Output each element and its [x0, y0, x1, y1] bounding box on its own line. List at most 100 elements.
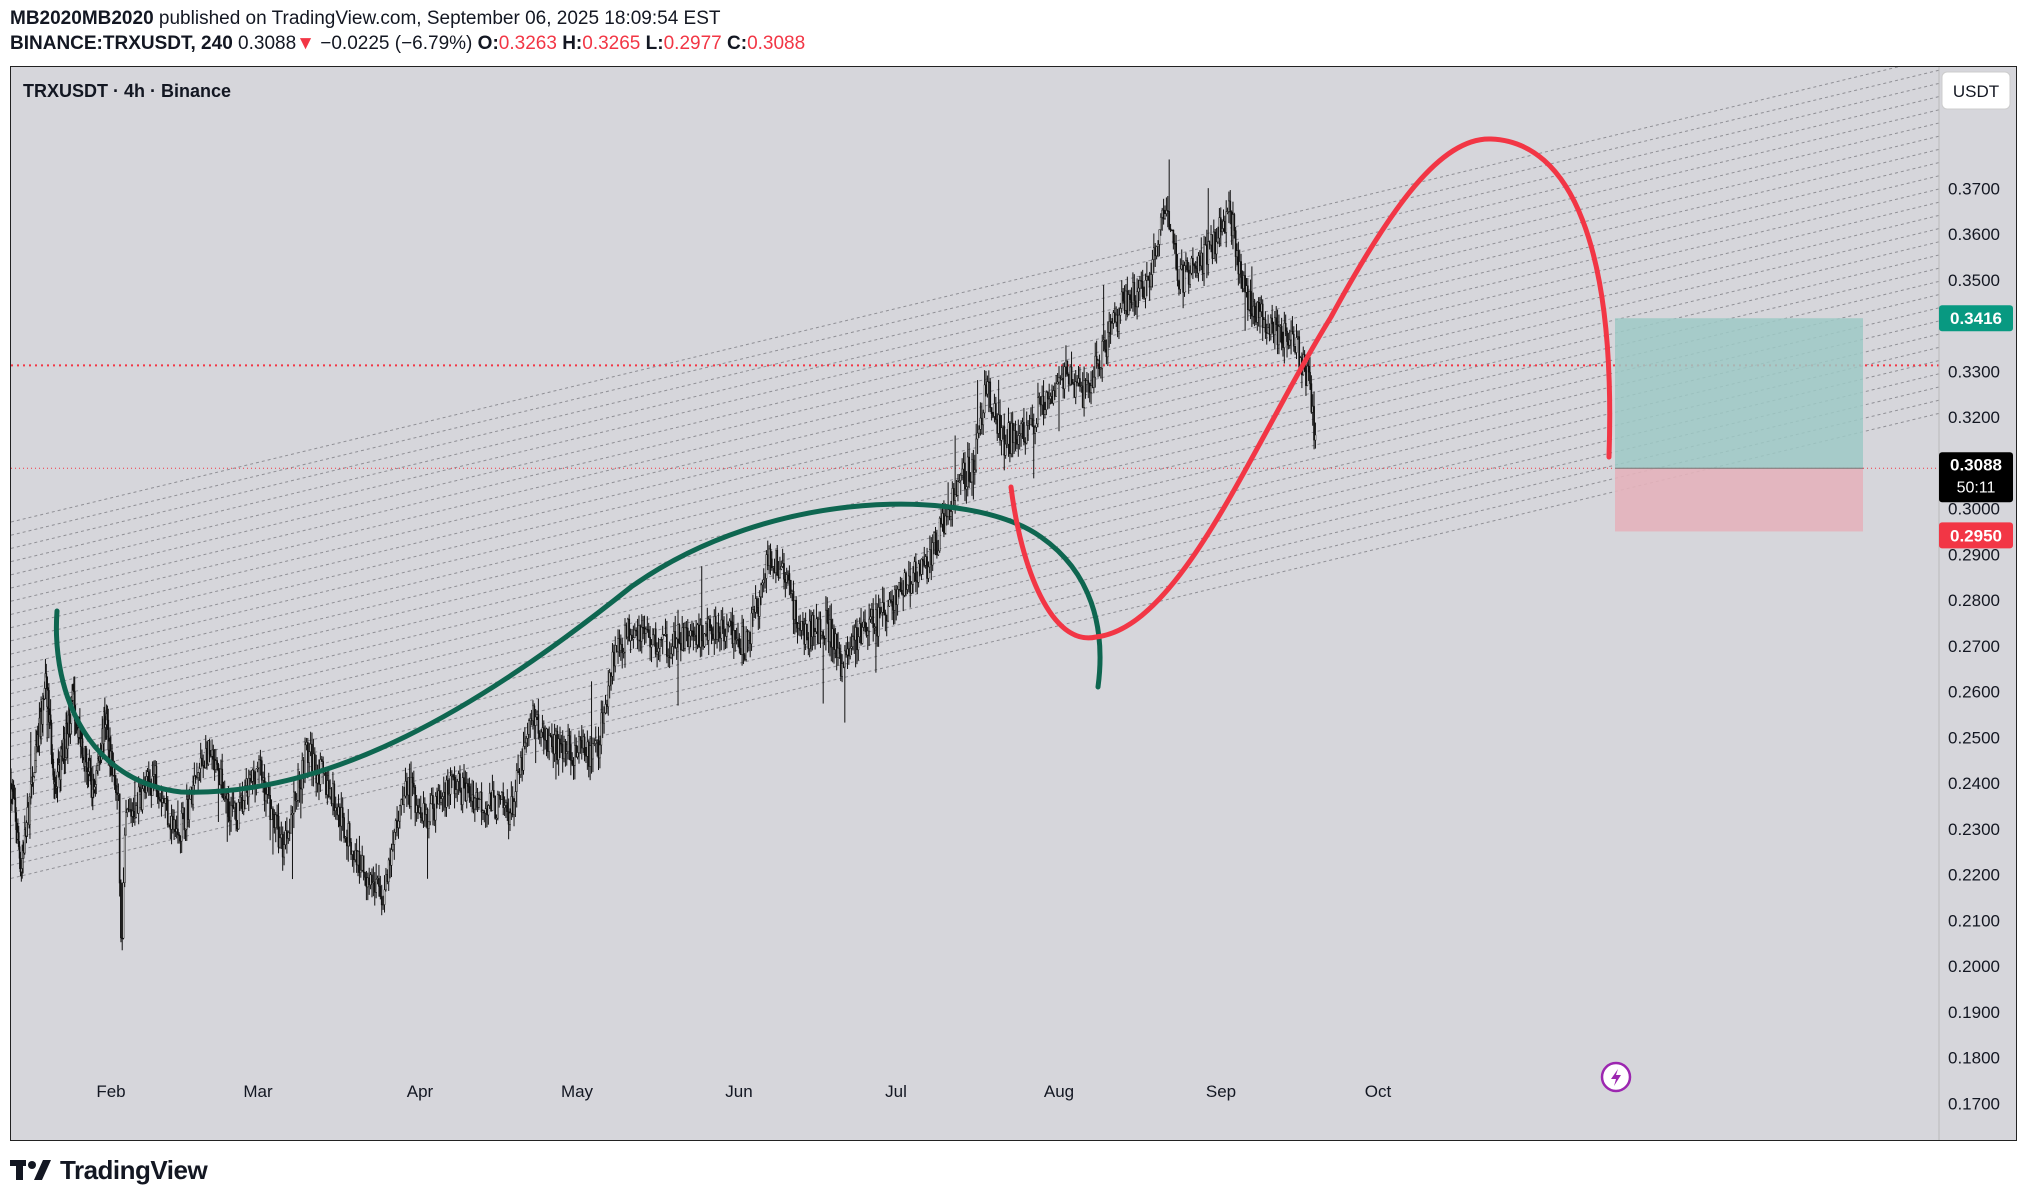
candle-body — [1133, 282, 1136, 302]
candle-body — [132, 810, 135, 818]
candle-body — [1274, 317, 1276, 336]
currency-button-label[interactable]: USDT — [1953, 82, 1999, 101]
candle-body — [518, 769, 521, 775]
candle-body — [514, 791, 517, 802]
candle-body — [578, 736, 580, 753]
candle-body — [444, 791, 446, 808]
candle-body — [846, 648, 849, 656]
candle-body — [125, 812, 127, 836]
candle-body — [533, 705, 536, 726]
candle-body — [1249, 291, 1252, 314]
candle-body — [1072, 382, 1074, 385]
candle-body — [772, 566, 775, 569]
candle-body — [593, 743, 596, 745]
candle-body — [313, 753, 316, 771]
long-position-tool[interactable] — [1615, 318, 1863, 532]
candle-body — [1286, 330, 1288, 342]
channel-line — [11, 135, 1940, 602]
candle-body — [770, 558, 773, 569]
candle-body — [927, 566, 930, 579]
candle-body — [440, 798, 442, 803]
candle-body — [1252, 305, 1255, 317]
candle-body — [216, 760, 218, 765]
tradingview-logo-icon[interactable] — [10, 1158, 54, 1182]
candle-body — [350, 842, 352, 855]
candle-body — [1147, 276, 1150, 281]
candle-body — [1094, 355, 1097, 378]
candle-body — [672, 631, 675, 647]
stop-zone[interactable] — [1615, 468, 1863, 532]
candle-body — [857, 636, 860, 651]
candle-body — [843, 650, 846, 668]
candle-body — [515, 770, 518, 792]
tradingview-wordmark[interactable]: TradingView — [60, 1154, 208, 1185]
candle-body — [758, 596, 761, 617]
chart-frame[interactable]: 0.3700 0.3600 0.3500 0.3300 0.3200 0.3000 0.29… — [10, 66, 2017, 1141]
candle-body — [968, 456, 971, 482]
currency-button-bg[interactable] — [1941, 71, 2011, 110]
candle-body — [1105, 349, 1108, 358]
candle-body — [95, 770, 98, 785]
chart-legend-title[interactable]: TRXUSDT · 4h · Binance — [23, 81, 231, 101]
currency-button[interactable]: USDT — [1941, 71, 2011, 110]
candle-body — [1060, 378, 1063, 380]
candle-body — [1296, 336, 1299, 338]
candle-body — [649, 636, 651, 648]
candle-body — [745, 631, 747, 660]
candle-body — [1129, 294, 1131, 300]
candle-body — [318, 774, 320, 785]
green-curve-drawing[interactable] — [53, 501, 1103, 795]
target-zone[interactable] — [1615, 318, 1863, 469]
candle-body — [1109, 321, 1112, 335]
candle-body — [414, 786, 417, 813]
candle-body — [1099, 367, 1102, 370]
candle-body — [1052, 390, 1055, 404]
red-curve-drawing[interactable] — [1008, 136, 1613, 641]
publisher-name[interactable]: MB2020MB2020 — [10, 8, 154, 29]
candle-body — [959, 475, 962, 481]
candle-body — [1151, 259, 1154, 275]
candle-body — [153, 774, 155, 777]
candle-body — [446, 779, 449, 795]
candle-body — [811, 615, 814, 638]
candle-body — [48, 690, 50, 723]
candle-body — [1081, 385, 1084, 408]
candle-body — [819, 618, 822, 636]
candle-body — [1265, 332, 1268, 334]
candle-body — [403, 795, 405, 805]
candle-body — [1154, 247, 1157, 257]
candle-body — [1192, 258, 1194, 265]
candle-body — [721, 619, 724, 630]
candle-body — [463, 777, 465, 784]
candle-body — [677, 624, 679, 640]
candle-body — [415, 805, 418, 813]
last-price: 0.3088 — [238, 33, 297, 54]
candle-body — [1210, 234, 1212, 246]
candle-body — [652, 634, 654, 646]
candle-body — [465, 783, 468, 801]
candle-body — [872, 609, 875, 628]
candle-body — [237, 802, 240, 830]
lightning-icon[interactable] — [1600, 1061, 1632, 1093]
candle-body — [411, 776, 414, 784]
candle-body — [1004, 443, 1007, 456]
candle-body — [394, 820, 397, 833]
candle-body — [472, 794, 475, 810]
chart-canvas[interactable]: 0.3700 0.3600 0.3500 0.3300 0.3200 0.3000 0.29… — [11, 67, 2016, 1140]
candle-body — [453, 776, 456, 795]
candle-body — [475, 792, 478, 799]
candle-body — [396, 820, 398, 828]
candle-body — [592, 743, 594, 760]
candle-body — [284, 830, 287, 845]
candle-body — [262, 777, 265, 781]
candle-body — [81, 738, 84, 758]
candle-body — [618, 638, 621, 651]
candle-body — [784, 579, 787, 583]
candle-body — [276, 814, 278, 817]
candle-body — [1016, 439, 1018, 445]
candle-body — [541, 727, 544, 733]
price-axis[interactable]: 0.3700 0.3600 0.3500 0.3300 0.3200 0.3000 0.29… — [1938, 67, 2000, 1140]
candle-body — [560, 743, 563, 745]
candle-body — [645, 628, 647, 634]
candle-body — [876, 609, 879, 637]
